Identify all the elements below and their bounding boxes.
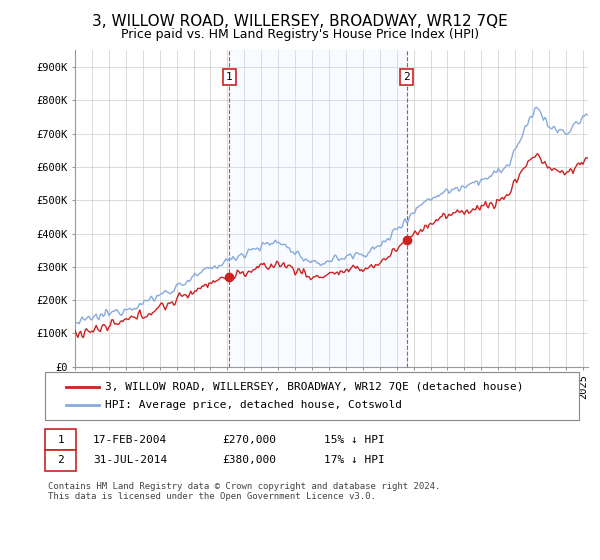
Text: HPI: Average price, detached house, Cotswold: HPI: Average price, detached house, Cots… [105,400,402,410]
Text: 31-JUL-2014: 31-JUL-2014 [93,455,167,465]
Text: 1: 1 [57,435,64,445]
Text: £380,000: £380,000 [222,455,276,465]
Text: 17-FEB-2004: 17-FEB-2004 [93,435,167,445]
Text: 3, WILLOW ROAD, WILLERSEY, BROADWAY, WR12 7QE: 3, WILLOW ROAD, WILLERSEY, BROADWAY, WR1… [92,14,508,29]
Text: 15% ↓ HPI: 15% ↓ HPI [324,435,385,445]
Text: Price paid vs. HM Land Registry's House Price Index (HPI): Price paid vs. HM Land Registry's House … [121,28,479,41]
Text: 1: 1 [226,72,233,82]
Text: 3, WILLOW ROAD, WILLERSEY, BROADWAY, WR12 7QE (detached house): 3, WILLOW ROAD, WILLERSEY, BROADWAY, WR1… [105,382,523,392]
Text: 2: 2 [403,72,410,82]
Text: 17% ↓ HPI: 17% ↓ HPI [324,455,385,465]
Text: Contains HM Land Registry data © Crown copyright and database right 2024.
This d: Contains HM Land Registry data © Crown c… [48,482,440,501]
Text: 2: 2 [57,455,64,465]
Text: £270,000: £270,000 [222,435,276,445]
Bar [229,50,407,367]
